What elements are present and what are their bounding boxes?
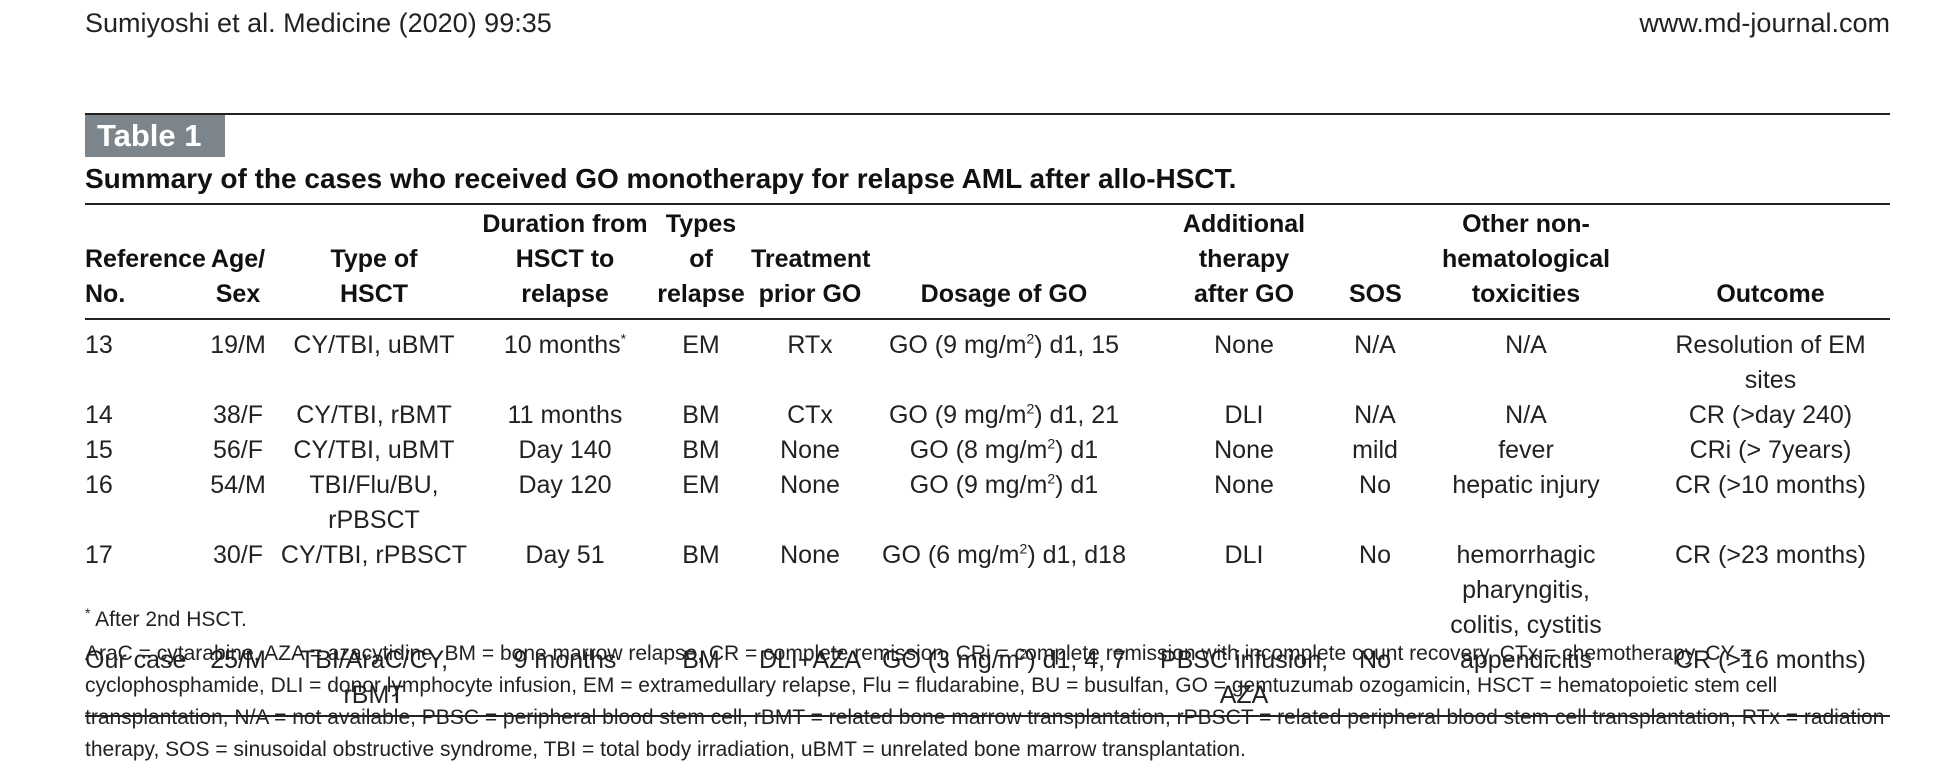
cell-hsct-type: TBI/AraC/CY, rBMT: [269, 643, 479, 717]
cell-relapse-type: BM: [682, 436, 720, 464]
cell-prior-treatment: None: [780, 436, 840, 464]
cell-prior-treatment: None: [780, 541, 840, 569]
cell-dosage: GO (9 mg/m2) d1, 21: [888, 400, 1120, 429]
footnote-marker: *: [620, 330, 627, 347]
cell-reference: 13: [85, 331, 113, 359]
cell-dosage: GO (6 mg/m2) d1, d18: [882, 540, 1126, 569]
col-header-toxicities: Other non- hematological toxicities: [1401, 207, 1651, 320]
cell-hsct-type: TBI/Flu/BU, rPBSCT: [309, 471, 439, 534]
cell-toxicities: appendicitis: [1401, 643, 1651, 717]
cell-age-sex: 56/F: [212, 436, 264, 464]
col-header-duration: Duration from HSCT to relapse: [479, 207, 651, 320]
cell-dosage: GO (8 mg/m2) d1: [909, 435, 1099, 464]
top-rule: [85, 113, 1890, 115]
cell-duration: Day 120: [518, 471, 612, 499]
cell-reference: 16: [85, 471, 113, 499]
cell-hsct-type: CY/TBI, uBMT: [293, 331, 455, 359]
cell-age-sex: 25/M: [207, 643, 269, 717]
table-header-row: Reference No. Age/ Sex Type of HSCT Dura…: [85, 207, 1890, 320]
cell-dosage: GO (9 mg/m2) d1: [909, 470, 1099, 499]
cell-relapse-type: BM: [651, 643, 751, 717]
cell-age-sex: 30/F: [212, 541, 264, 569]
col-header-hsct-type: Type of HSCT: [269, 207, 479, 320]
cell-sos: No: [1349, 643, 1401, 717]
table-row: 13 19/M CY/TBI, uBMT 10 months* EM RTx G…: [85, 319, 1890, 398]
cell-reference: Our case: [85, 643, 207, 717]
cell-additional-therapy: None: [1214, 331, 1274, 359]
col-header-additional-therapy: Additional therapy after GO: [1139, 207, 1349, 320]
cell-toxicities: hemorrhagic pharyngitis, colitis, cystit…: [1450, 541, 1602, 639]
cell-outcome: CR (>16 months): [1651, 643, 1890, 717]
footnote-abbreviations: AraC = cytarabine, AZA = azacytidine, BM…: [85, 642, 1885, 761]
cell-age-sex: 54/M: [210, 471, 266, 499]
cell-outcome: CR (>10 months): [1674, 471, 1867, 499]
cell-additional-therapy: None: [1214, 436, 1274, 464]
cell-prior-treatment: DLI+AZA: [751, 643, 869, 717]
summary-table: Reference No. Age/ Sex Type of HSCT Dura…: [85, 207, 1890, 717]
cell-dosage: GO (3 mg/m2) d1, 4, 7: [869, 643, 1139, 717]
table-label: Table 1: [85, 115, 225, 157]
cell-outcome: CRi (> 7years): [1689, 436, 1852, 464]
cell-relapse-type: BM: [682, 401, 720, 429]
cell-dosage: GO (9 mg/m2) d1, 15: [888, 330, 1120, 359]
col-header-dosage: Dosage of GO: [869, 207, 1139, 320]
cell-relapse-type: BM: [682, 541, 720, 569]
journal-citation: Sumiyoshi et al. Medicine (2020) 99:35: [85, 8, 552, 38]
cell-toxicities: N/A: [1505, 331, 1547, 359]
cell-sos: No: [1359, 541, 1391, 569]
cell-reference: 15: [85, 436, 113, 464]
cell-prior-treatment: CTx: [787, 401, 833, 429]
col-header-relapse-type: Types of relapse: [651, 207, 751, 320]
table-caption: Summary of the cases who received GO mon…: [85, 163, 1237, 194]
cell-sos: mild: [1352, 436, 1398, 464]
table-row: Our case 25/M TBI/AraC/CY, rBMT 9 months…: [85, 643, 1890, 717]
table-row: 14 38/F CY/TBI, rBMT 11 months BM CTx GO…: [85, 398, 1890, 433]
cell-age-sex: 38/F: [212, 401, 264, 429]
cell-sos: N/A: [1354, 401, 1396, 429]
col-header-sos: SOS: [1349, 207, 1402, 320]
footnote-asterisk: * After 2nd HSCT.: [85, 605, 247, 631]
cell-duration: 10 months*: [503, 330, 627, 359]
cell-additional-therapy: PBSC infusion, AZA: [1139, 643, 1349, 717]
col-header-prior-treatment: Treatment prior GO: [751, 207, 870, 320]
table-row: 17 30/F CY/TBI, rPBSCT Day 51 BM None GO…: [85, 538, 1890, 643]
cell-duration: 11 months: [507, 401, 623, 429]
cell-additional-therapy: None: [1214, 471, 1274, 499]
col-header-reference: Reference No.: [85, 207, 207, 320]
table-row: 15 56/F CY/TBI, uBMT Day 140 BM None GO …: [85, 433, 1890, 468]
cell-additional-therapy: DLI: [1224, 541, 1264, 569]
cell-relapse-type: EM: [682, 331, 720, 359]
journal-url: www.md-journal.com: [1639, 8, 1890, 38]
col-header-outcome: Outcome: [1651, 207, 1890, 320]
cell-sos: N/A: [1354, 331, 1396, 359]
cell-outcome: CR (>day 240): [1688, 401, 1853, 429]
cell-age-sex: 19/M: [210, 331, 266, 359]
cell-relapse-type: EM: [682, 471, 720, 499]
cell-toxicities: fever: [1498, 436, 1554, 464]
cell-prior-treatment: None: [780, 471, 840, 499]
table-row: 16 54/M TBI/Flu/BU, rPBSCT Day 120 EM No…: [85, 468, 1890, 538]
cell-duration: Day 51: [525, 541, 605, 569]
cell-outcome: Resolution of EM sites: [1675, 331, 1866, 394]
cell-prior-treatment: RTx: [787, 331, 833, 359]
cell-additional-therapy: DLI: [1224, 401, 1264, 429]
cell-hsct-type: CY/TBI, uBMT: [293, 436, 455, 464]
cell-duration: Day 140: [518, 436, 612, 464]
col-header-age-sex: Age/ Sex: [207, 207, 269, 320]
cell-hsct-type: CY/TBI, rBMT: [296, 401, 452, 429]
caption-rule: [85, 203, 1890, 205]
cell-toxicities: N/A: [1505, 401, 1547, 429]
cell-hsct-type: CY/TBI, rPBSCT: [280, 541, 468, 569]
cell-outcome: CR (>23 months): [1674, 541, 1867, 569]
cell-reference: 14: [85, 401, 113, 429]
cell-toxicities: hepatic injury: [1452, 471, 1600, 499]
cell-duration: 9 months: [479, 643, 651, 717]
cell-sos: No: [1359, 471, 1391, 499]
cell-reference: 17: [85, 541, 113, 569]
